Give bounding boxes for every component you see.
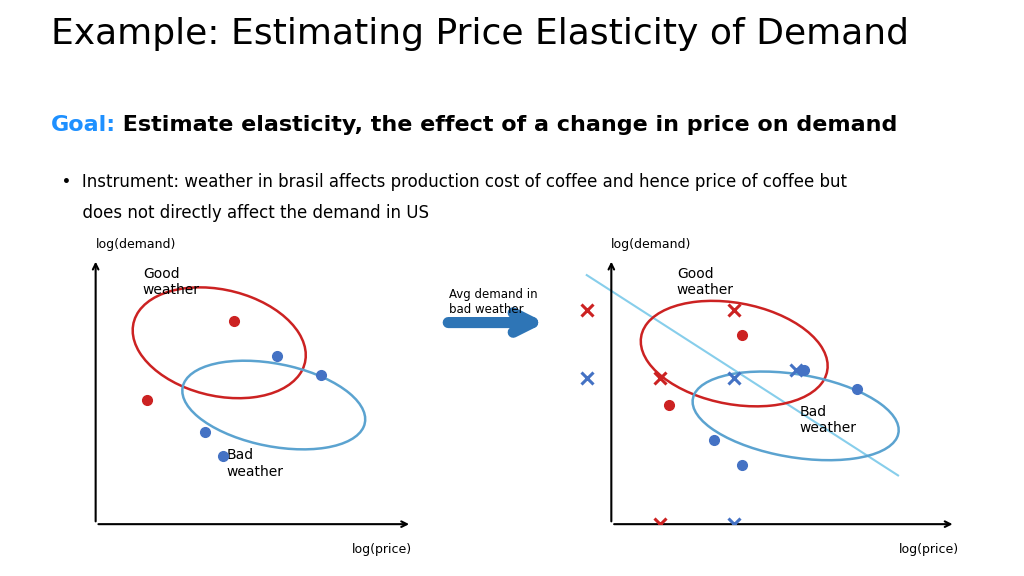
Text: Avg demand in
bad weather: Avg demand in bad weather xyxy=(449,289,538,316)
Text: log(price): log(price) xyxy=(899,543,959,556)
Text: Bad
weather: Bad weather xyxy=(800,405,857,435)
Text: log(demand): log(demand) xyxy=(95,238,176,251)
Text: Goal:: Goal: xyxy=(51,115,117,135)
Text: Estimate elasticity, the effect of a change in price on demand: Estimate elasticity, the effect of a cha… xyxy=(115,115,897,135)
Text: does not directly affect the demand in US: does not directly affect the demand in U… xyxy=(51,204,429,222)
Text: Good
weather: Good weather xyxy=(143,267,200,297)
Text: •  Instrument: weather in brasil affects production cost of coffee and hence pri: • Instrument: weather in brasil affects … xyxy=(51,173,847,191)
Text: log(price): log(price) xyxy=(352,543,412,556)
Text: log(demand): log(demand) xyxy=(611,238,691,251)
Text: Bad
weather: Bad weather xyxy=(226,448,284,479)
Text: Good
weather: Good weather xyxy=(677,267,734,297)
Text: Example: Estimating Price Elasticity of Demand: Example: Estimating Price Elasticity of … xyxy=(51,17,909,51)
